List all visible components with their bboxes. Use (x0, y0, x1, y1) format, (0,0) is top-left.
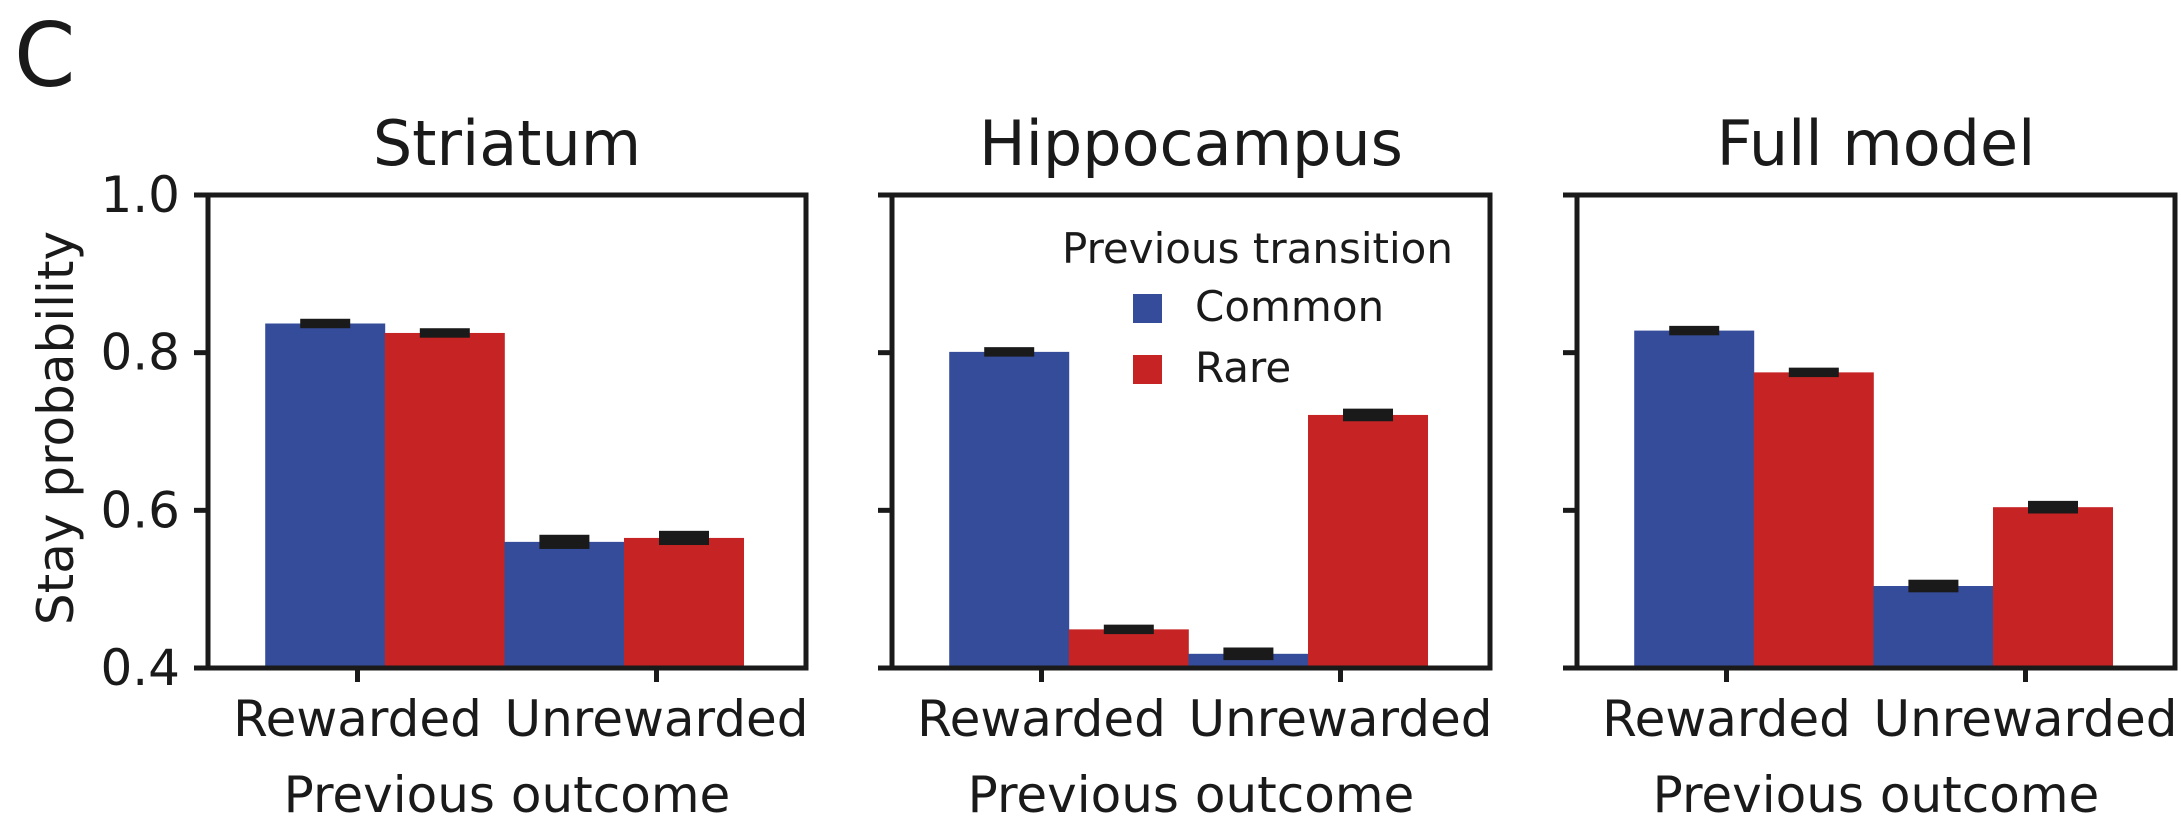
bar (1634, 330, 1755, 668)
error-bar (1343, 408, 1394, 422)
axes-frame (1574, 192, 2178, 671)
bar (949, 351, 1070, 668)
y-tick-label: 0.4 (100, 639, 180, 697)
bar (1753, 372, 1874, 668)
x-tick-label: Rewarded (1602, 690, 1851, 748)
panel-letter: C (14, 4, 75, 107)
x-tick-label: Unrewarded (1189, 690, 1493, 748)
error-bar (539, 534, 590, 549)
legend-swatch (1133, 294, 1162, 323)
legend-swatch (1133, 355, 1162, 384)
axes-frame (205, 192, 809, 671)
error-bar (1908, 579, 1959, 593)
panel-title: Full model (1717, 107, 2036, 180)
y-tick-label: 0.6 (100, 481, 180, 539)
x-tick-label: Unrewarded (505, 690, 809, 748)
bar (1068, 629, 1189, 668)
x-tick-label: Unrewarded (1874, 690, 2178, 748)
bar (1993, 507, 2114, 668)
error-bar (659, 530, 710, 546)
x-axis-label: Previous outcome (968, 766, 1415, 824)
bar (624, 537, 745, 668)
panel-hippocampus: Hippocampus Rewarded Unrewarded Previous ou… (878, 107, 1493, 824)
legend: Previous transition Common Rare (1062, 224, 1453, 392)
bar (504, 541, 625, 668)
y-axis-label: Stay probability (27, 231, 85, 625)
error-bar (1669, 325, 1720, 336)
panel-full-model: Full model Rewarded Unrewarded Previous out… (1563, 107, 2178, 824)
bar (1188, 653, 1309, 668)
legend-label: Rare (1195, 343, 1291, 392)
legend-label: Common (1195, 282, 1384, 331)
panel-title: Hippocampus (979, 107, 1403, 180)
bar (1873, 586, 1994, 668)
error-bar (2028, 500, 2079, 514)
x-axis-label: Previous outcome (284, 766, 731, 824)
y-tick-label: 1.0 (100, 166, 180, 224)
error-bar (1103, 624, 1154, 635)
bar (265, 323, 386, 668)
error-bar (419, 328, 470, 338)
error-bar (984, 347, 1035, 357)
bar (1308, 414, 1429, 668)
axes-frame (889, 192, 1493, 671)
y-tick-label: 0.8 (100, 324, 180, 382)
error-bar (1788, 367, 1839, 378)
x-tick-label: Rewarded (917, 690, 1166, 748)
panel-title: Striatum (373, 107, 641, 180)
legend-title: Previous transition (1062, 224, 1453, 273)
panels: Striatum 0.4 0.6 0.8 1.0 Rewarded Unrewarded Pr… (100, 107, 2178, 824)
bar (384, 332, 505, 668)
x-tick-label: Rewarded (233, 690, 482, 748)
x-axis-label: Previous outcome (1653, 766, 2100, 824)
error-bar (300, 318, 351, 329)
error-bar (1223, 647, 1274, 661)
panel-striatum: Striatum 0.4 0.6 0.8 1.0 Rewarded Unrewarded Pr… (100, 107, 809, 824)
